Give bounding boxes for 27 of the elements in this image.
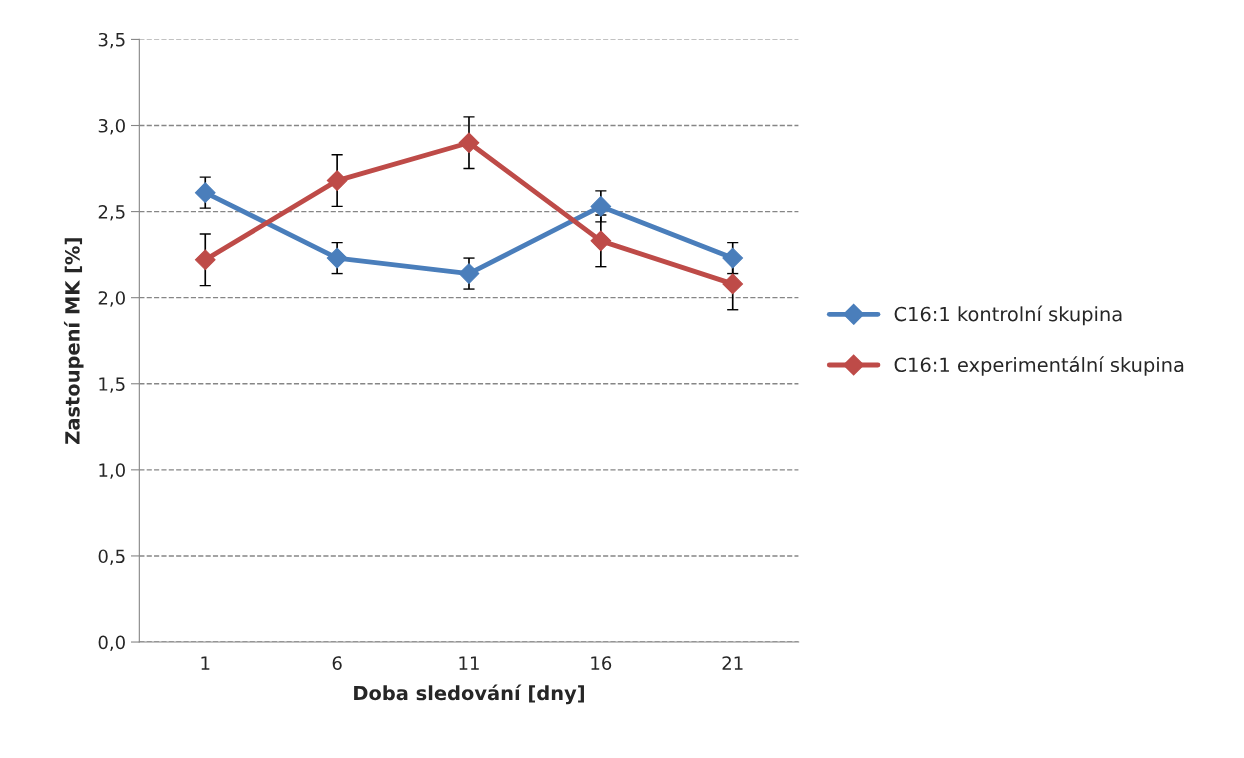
x-tick-label: 6 xyxy=(332,656,342,670)
y-tick-label: 1,0 xyxy=(99,463,125,479)
x-tick-label: 11 xyxy=(459,656,479,670)
y-tick-label: 2,5 xyxy=(98,205,125,221)
point xyxy=(722,247,744,269)
y-tick-label: 3,0 xyxy=(98,118,125,135)
y-tick-label: 1,5 xyxy=(99,377,125,393)
point xyxy=(458,132,480,154)
point xyxy=(590,196,612,217)
x-tick-label: 16 xyxy=(591,656,612,670)
x-axis-title: Doba sledování [dny] xyxy=(354,684,584,705)
x-tick-label: 21 xyxy=(722,656,743,670)
y-tick-label: 0,0 xyxy=(98,635,125,651)
y-tick-label: 2,0 xyxy=(98,291,125,307)
point xyxy=(326,247,348,269)
x-tick-label: 1 xyxy=(201,656,210,670)
y-tick-label: 3,5 xyxy=(98,32,125,49)
point xyxy=(590,230,612,252)
legend-label: C16:1 kontrolní skupina xyxy=(894,305,1122,326)
point xyxy=(326,170,348,191)
point xyxy=(722,273,744,295)
y-tick-label: 0,5 xyxy=(98,549,125,565)
legend-label: C16:1 experimentální skupina xyxy=(894,356,1184,376)
y-axis-title: Zastoupení MK [%] xyxy=(63,238,84,444)
point xyxy=(458,263,480,284)
point xyxy=(194,182,216,203)
point xyxy=(194,249,216,271)
